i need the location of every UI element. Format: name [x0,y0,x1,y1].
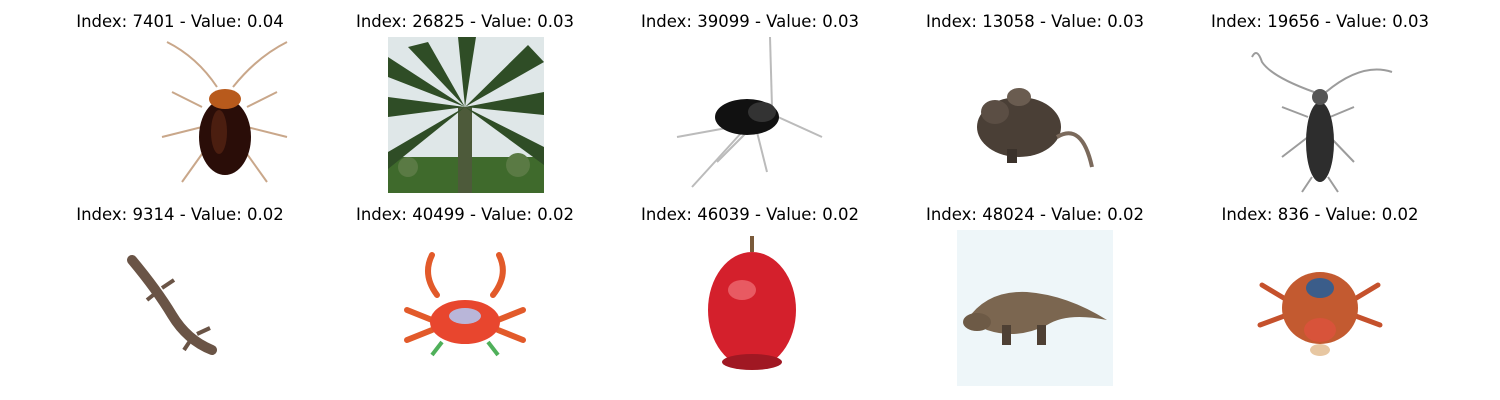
palm-tree-icon [388,37,544,193]
image-panel: Index: 39099 - Value: 0.03 [610,12,890,197]
image-panel: Index: 46039 - Value: 0.02 [610,205,890,390]
rat-icon [957,37,1113,193]
panel-title: Index: 19656 - Value: 0.03 [1210,12,1429,31]
image-panel: Index: 40499 - Value: 0.02 [325,205,605,390]
apple-icon [672,230,828,386]
crab-icon [1242,230,1398,386]
image-panel: Index: 13058 - Value: 0.03 [895,12,1175,197]
cockroach-icon [147,37,303,193]
crab-icon [387,230,543,386]
image-panel: Index: 26825 - Value: 0.03 [325,12,605,197]
lizard-icon [102,230,258,386]
image-panel: Index: 836 - Value: 0.02 [1180,205,1460,390]
dinosaur-icon [957,230,1113,386]
panel-title: Index: 7401 - Value: 0.04 [76,12,284,31]
panel-title: Index: 26825 - Value: 0.03 [355,12,574,31]
panel-title: Index: 40499 - Value: 0.02 [355,205,574,224]
image-panel: Index: 19656 - Value: 0.03 [1180,12,1460,197]
cricket-icon [672,37,828,193]
panel-title: Index: 46039 - Value: 0.02 [640,205,859,224]
panel-title: Index: 13058 - Value: 0.03 [925,12,1144,31]
image-panel: Index: 7401 - Value: 0.04 [40,12,320,197]
beetle-icon [1242,37,1398,193]
image-panel: Index: 9314 - Value: 0.02 [40,205,320,390]
panel-title: Index: 836 - Value: 0.02 [1221,205,1419,224]
panel-title: Index: 48024 - Value: 0.02 [925,205,1144,224]
image-panel: Index: 48024 - Value: 0.02 [895,205,1175,390]
panel-title: Index: 39099 - Value: 0.03 [640,12,859,31]
panel-title: Index: 9314 - Value: 0.02 [76,205,284,224]
